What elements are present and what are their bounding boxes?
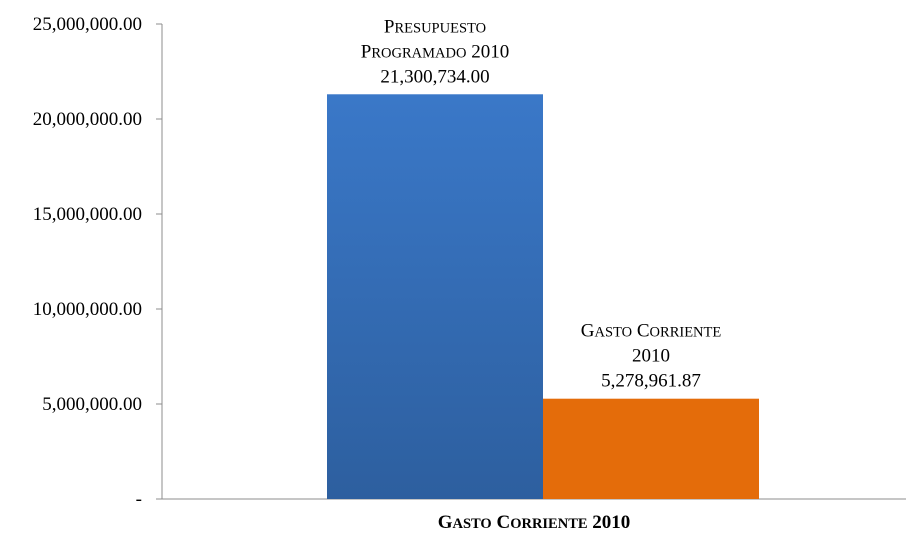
y-tick-label: 10,000,000.00 [33, 299, 142, 320]
y-tick-label: - [136, 489, 142, 510]
y-tick-label: 20,000,000.00 [33, 109, 142, 130]
data-label-name: PRESUPUESTO [384, 16, 486, 37]
y-tick-label: 25,000,000.00 [33, 14, 142, 35]
y-tick-label: 5,000,000.00 [42, 394, 142, 415]
data-label-value: 21,300,734.00 [380, 66, 489, 87]
bar-series-1 [327, 94, 543, 499]
data-label-value: 5,278,961.87 [601, 371, 701, 392]
data-label-name: GASTO CORRIENTE [581, 321, 722, 342]
data-label-name: 2010 [632, 346, 670, 367]
y-tick-label: 15,000,000.00 [33, 204, 142, 225]
data-label-name: PROGRAMADO 2010 [361, 41, 509, 62]
x-axis-title: GASTO CORRIENTE 2010 [438, 512, 631, 533]
bar-series-2 [543, 398, 759, 499]
